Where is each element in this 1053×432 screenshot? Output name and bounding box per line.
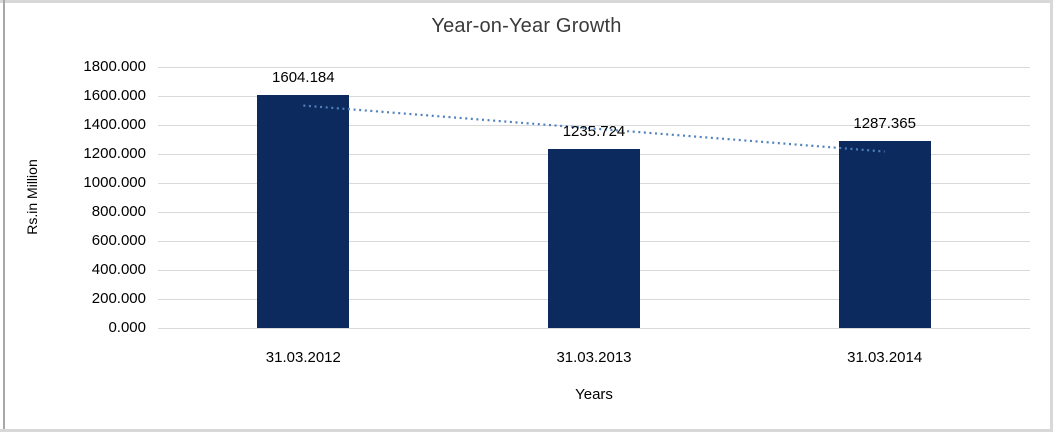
y-tick-label: 0.000: [108, 319, 146, 336]
y-axis-title: Rs.in Million: [24, 159, 40, 235]
y-tick-label: 800.000: [91, 203, 146, 220]
bar: [838, 141, 931, 328]
chart-title: Year-on-Year Growth: [431, 15, 622, 37]
trendline: [303, 104, 885, 153]
y-tick-label: 600.000: [91, 232, 146, 249]
bar-value-label: 1604.184: [272, 69, 335, 87]
y-tick-label: 200.000: [91, 290, 146, 307]
x-tick-label: 31.03.2014: [847, 349, 923, 366]
frame-border-right: [1050, 0, 1053, 432]
gridline: [158, 67, 1030, 68]
bar-value-label: 1287.365: [853, 115, 916, 133]
frame-border-bottom: [0, 429, 1053, 432]
bar-value-label: 1235.724: [562, 122, 626, 140]
x-axis-title: Years: [575, 386, 613, 403]
y-tick-label: 1000.000: [83, 174, 146, 191]
frame-border-top: [0, 0, 1053, 3]
plot-area: [158, 67, 1030, 329]
bar: [548, 148, 640, 328]
gridline: [158, 328, 1030, 329]
bar: [257, 95, 350, 328]
frame-border-left: [3, 0, 5, 429]
gridline: [158, 96, 1030, 97]
y-tick-label: 1400.000: [83, 116, 146, 133]
y-tick-label: 1200.000: [83, 145, 146, 162]
y-tick-label: 1600.000: [83, 87, 146, 104]
gridline: [158, 125, 1030, 126]
x-tick-label: 31.03.2013: [556, 349, 632, 366]
x-tick-label: 31.03.2012: [265, 349, 341, 366]
y-tick-label: 1800.000: [83, 58, 146, 75]
y-tick-label: 400.000: [91, 261, 146, 278]
